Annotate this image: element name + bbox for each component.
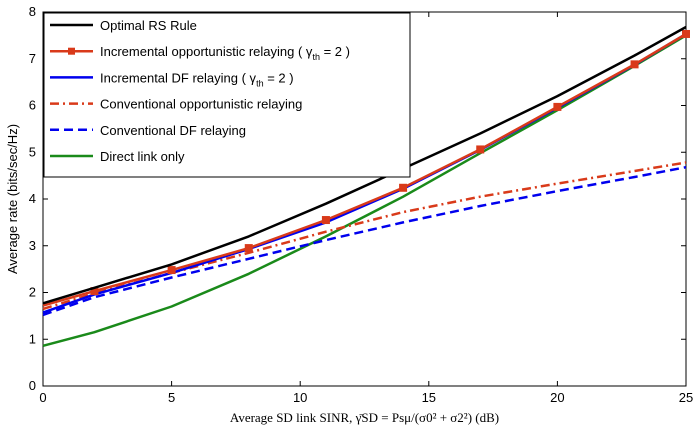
y-axis-label: Average rate (bits/sec/Hz) [5, 124, 20, 274]
y-tick-label: 0 [29, 378, 36, 393]
legend-label-3: Conventional opportunistic relaying [100, 97, 302, 112]
y-tick-label: 7 [29, 51, 36, 66]
x-tick-label: 5 [168, 390, 175, 405]
legend-box [43, 12, 411, 178]
data-point-marker [167, 266, 176, 275]
legend-marker [68, 47, 75, 55]
x-tick-label: 0 [39, 390, 46, 405]
x-tick-label: 25 [679, 390, 693, 405]
axis-labels: Average rate (bits/sec/Hz) Average SD li… [5, 124, 499, 425]
series-line-5 [42, 34, 687, 348]
x-axis-label: Average SD link SINR, γ̄SD = Psμ/(σ0² + … [230, 410, 499, 425]
data-point-marker [553, 102, 562, 111]
data-point-marker [399, 183, 408, 192]
x-tick-label: 10 [293, 390, 307, 405]
y-tick-label: 1 [29, 331, 36, 346]
series-line-4 [42, 165, 687, 317]
y-tick-label: 4 [29, 191, 36, 206]
x-tick-label: 15 [422, 390, 436, 405]
legend-label-main: Incremental opportunistic relaying ( γ [100, 44, 313, 59]
data-point-marker [476, 145, 485, 154]
legend-label-2: Incremental DF relaying ( γth = 2 ) [100, 70, 294, 88]
y-tick-label: 2 [29, 285, 36, 300]
data-point-marker [630, 60, 639, 69]
y-tick-label: 3 [29, 238, 36, 253]
legend-label-main: Incremental DF relaying ( γ [100, 70, 257, 85]
legend: Optimal RS Rule Incremental opportunistic… [43, 12, 411, 178]
x-tick-label: 20 [550, 390, 564, 405]
legend-label-tail: = 2 ) [320, 44, 350, 59]
y-tick-label: 6 [29, 98, 36, 113]
legend-label-5: Direct link only [100, 149, 185, 164]
legend-label-subscript: th [312, 52, 320, 62]
data-series [42, 25, 690, 348]
legend-label-1: Incremental opportunistic relaying ( γth… [100, 44, 350, 62]
legend-label-0: Optimal RS Rule [100, 18, 197, 33]
legend-label-subscript: th [256, 78, 264, 88]
series-line-0 [42, 25, 687, 305]
axis-ticks: 0 5 10 15 20 25 0 1 2 3 4 5 6 7 8 [29, 4, 693, 405]
y-tick-label: 8 [29, 4, 36, 19]
legend-label-4: Conventional DF relaying [100, 123, 246, 138]
data-point-marker [321, 216, 330, 225]
legend-label-tail: = 2 ) [264, 70, 294, 85]
series-line-1 [42, 32, 687, 307]
data-point-marker [244, 244, 253, 253]
y-tick-label: 5 [29, 144, 36, 159]
data-point-marker [682, 29, 690, 38]
